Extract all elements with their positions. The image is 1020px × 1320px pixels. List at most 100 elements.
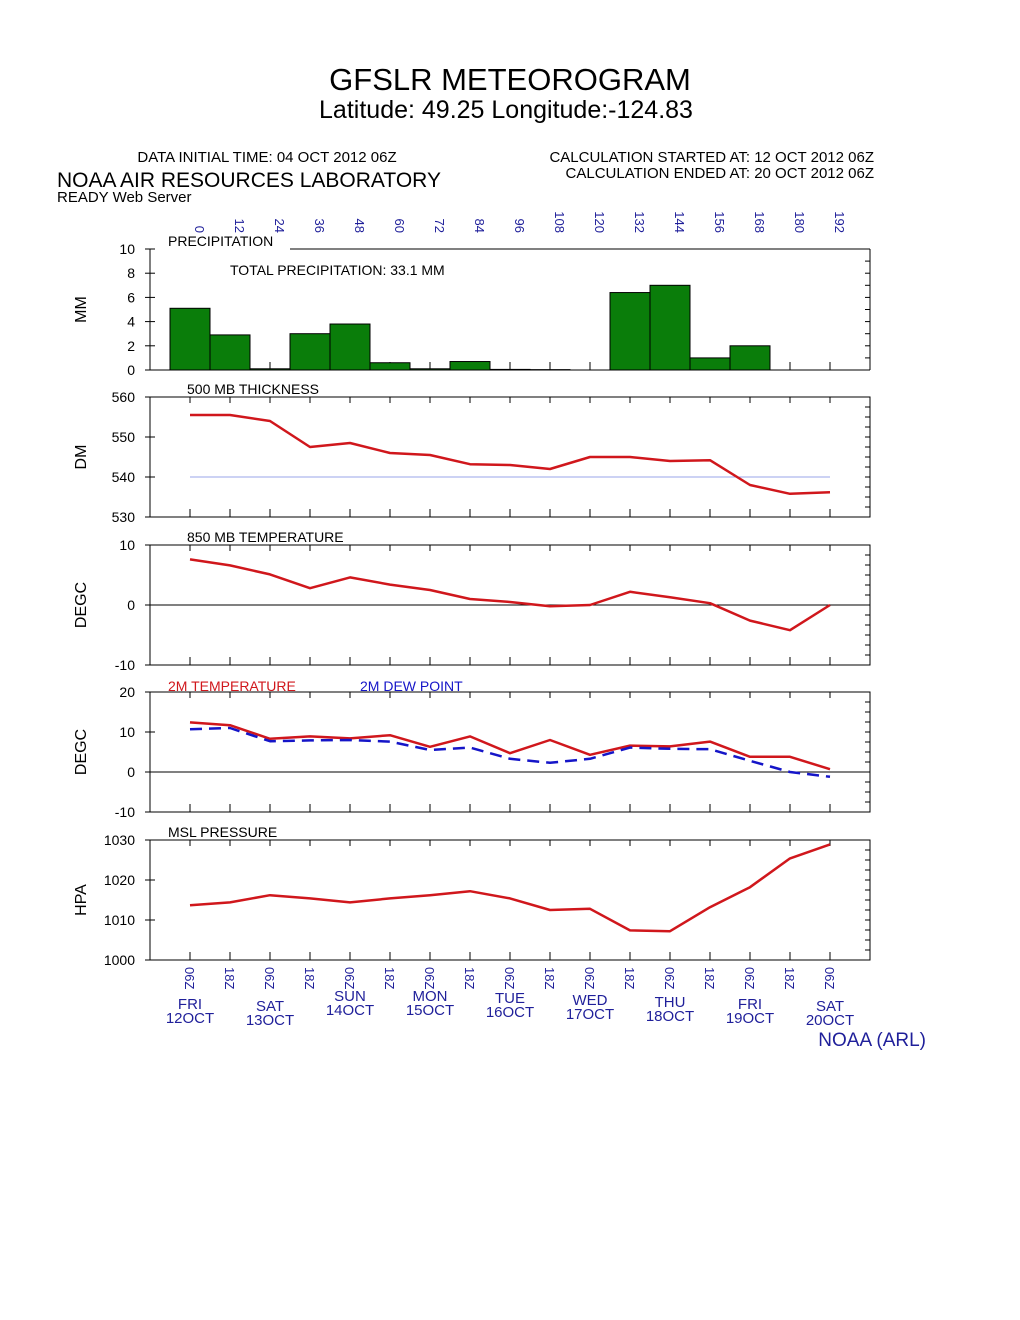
forecast-hour-label: 48 bbox=[352, 219, 367, 233]
date-label: 15OCT bbox=[406, 1002, 454, 1019]
y-axis-label: DM bbox=[73, 445, 90, 470]
y-axis-label: HPA bbox=[73, 884, 90, 916]
y-tick-label: 20 bbox=[119, 684, 135, 700]
time-label: 06Z bbox=[342, 967, 357, 989]
panel-title: PRECIPITATION bbox=[168, 233, 273, 249]
y-tick-label: 0 bbox=[127, 362, 135, 378]
series-line bbox=[189, 721, 831, 771]
day-label: SAT bbox=[816, 998, 844, 1015]
day-label: WED bbox=[573, 992, 608, 1009]
time-label: 06Z bbox=[502, 967, 517, 989]
y-tick-label: 530 bbox=[112, 509, 136, 525]
time-label: 18Z bbox=[782, 967, 797, 989]
legend-temperature: 2M TEMPERATURE bbox=[168, 678, 296, 694]
series-line bbox=[190, 413, 831, 496]
precip-bar bbox=[209, 334, 251, 371]
forecast-hour-label: 108 bbox=[552, 211, 567, 233]
forecast-hour-label: 72 bbox=[432, 219, 447, 233]
y-tick-label: 550 bbox=[112, 429, 136, 445]
y-tick-label: 1000 bbox=[104, 952, 135, 968]
panel-2: 530 540 550 560 DM 500 MB THICKNESS bbox=[73, 381, 871, 525]
time-label: 18Z bbox=[222, 967, 237, 989]
forecast-hour-label: 180 bbox=[792, 211, 807, 233]
forecast-hour-label: 96 bbox=[512, 219, 527, 233]
date-label: 18OCT bbox=[646, 1008, 694, 1025]
precip-bar bbox=[449, 361, 491, 371]
time-label: 06Z bbox=[422, 967, 437, 989]
panel-annotation: TOTAL PRECIPITATION: 33.1 MM bbox=[230, 262, 445, 278]
precip-bar bbox=[649, 284, 691, 371]
forecast-hour-label: 192 bbox=[832, 211, 847, 233]
precip-bar bbox=[169, 307, 211, 371]
date-label: 13OCT bbox=[246, 1012, 294, 1029]
forecast-hour-label: 120 bbox=[592, 211, 607, 233]
y-tick-label: 540 bbox=[112, 469, 136, 485]
calculation-started: CALCULATION STARTED AT: 12 OCT 2012 06Z bbox=[549, 149, 874, 166]
y-tick-label: 0 bbox=[127, 764, 135, 780]
chart-subtitle: Latitude: 49.25 Longitude:-124.83 bbox=[319, 96, 693, 124]
date-label: 12OCT bbox=[166, 1010, 214, 1027]
y-tick-label: 10 bbox=[119, 241, 135, 257]
time-label: 06Z bbox=[662, 967, 677, 989]
y-tick-label: 0 bbox=[127, 597, 135, 613]
panel-title: 500 MB THICKNESS bbox=[187, 381, 319, 397]
time-label: 18Z bbox=[462, 967, 477, 989]
precip-bar bbox=[489, 368, 531, 371]
y-tick-label: 1020 bbox=[104, 872, 135, 888]
y-tick-label: 1010 bbox=[104, 912, 135, 928]
date-label: 17OCT bbox=[566, 1006, 614, 1023]
date-label: 19OCT bbox=[726, 1010, 774, 1027]
chart-title: GFSLR METEOROGRAM bbox=[329, 62, 691, 97]
precip-bar bbox=[249, 368, 291, 371]
precip-bar bbox=[329, 323, 371, 371]
forecast-hour-label: 144 bbox=[672, 211, 687, 233]
panel-title: 850 MB TEMPERATURE bbox=[187, 529, 344, 545]
day-label: FRI bbox=[738, 996, 762, 1013]
precip-bar bbox=[409, 368, 451, 371]
y-tick-label: -10 bbox=[115, 804, 135, 820]
y-tick-label: 560 bbox=[112, 389, 136, 405]
legend-dewpoint: 2M DEW POINT bbox=[360, 678, 463, 694]
y-tick-label: 1030 bbox=[104, 832, 135, 848]
panel-frame bbox=[149, 839, 871, 961]
dewpoint-line bbox=[189, 726, 831, 779]
panel-3: -10 0 10 DEGC 850 MB TEMPERATURE bbox=[73, 529, 871, 673]
panel-frame bbox=[149, 396, 871, 518]
day-label: TUE bbox=[495, 990, 525, 1007]
forecast-hour-label: 0 bbox=[192, 226, 207, 233]
time-label: 06Z bbox=[262, 967, 277, 989]
date-label: 14OCT bbox=[326, 1002, 374, 1019]
date-label: 16OCT bbox=[486, 1004, 534, 1021]
series-line bbox=[189, 558, 831, 632]
time-label: 18Z bbox=[622, 967, 637, 989]
y-tick-label: 10 bbox=[119, 537, 135, 553]
forecast-hour-label: 24 bbox=[272, 219, 287, 233]
server-name: READY Web Server bbox=[57, 189, 192, 206]
time-label: 18Z bbox=[542, 967, 557, 989]
date-label: 20OCT bbox=[806, 1012, 854, 1029]
forecast-hour-label: 132 bbox=[632, 211, 647, 233]
y-axis-label: DEGC bbox=[73, 729, 90, 775]
y-axis-label: MM bbox=[73, 296, 90, 323]
y-tick-label: 10 bbox=[119, 724, 135, 740]
time-label: 06Z bbox=[822, 967, 837, 989]
chart-layer: 0 12 24 36 48 60 72 84 96 108 120 132 144 156 168 180 19… bbox=[73, 211, 871, 1029]
y-tick-label: 6 bbox=[127, 289, 135, 305]
data-initial-time: DATA INITIAL TIME: 04 OCT 2012 06Z bbox=[137, 149, 396, 166]
forecast-hour-label: 168 bbox=[752, 211, 767, 233]
precip-bar bbox=[689, 357, 731, 371]
time-label: 18Z bbox=[702, 967, 717, 989]
lab-name: NOAA AIR RESOURCES LABORATORY bbox=[57, 169, 441, 192]
y-tick-label: -10 bbox=[115, 657, 135, 673]
day-label: THU bbox=[655, 994, 686, 1011]
day-label: MON bbox=[413, 988, 448, 1005]
forecast-hour-label: 60 bbox=[392, 219, 407, 233]
time-label: 06Z bbox=[182, 967, 197, 989]
panel-title: MSL PRESSURE bbox=[168, 824, 277, 840]
y-tick-label: 4 bbox=[127, 314, 135, 330]
precip-bar bbox=[289, 333, 331, 371]
forecast-hour-label: 36 bbox=[312, 219, 327, 233]
forecast-hour-label: 84 bbox=[472, 219, 487, 233]
panel-4: -10 0 10 20 DEGC 2M TEMPERATURE 2M DEW POINT bbox=[73, 678, 871, 820]
